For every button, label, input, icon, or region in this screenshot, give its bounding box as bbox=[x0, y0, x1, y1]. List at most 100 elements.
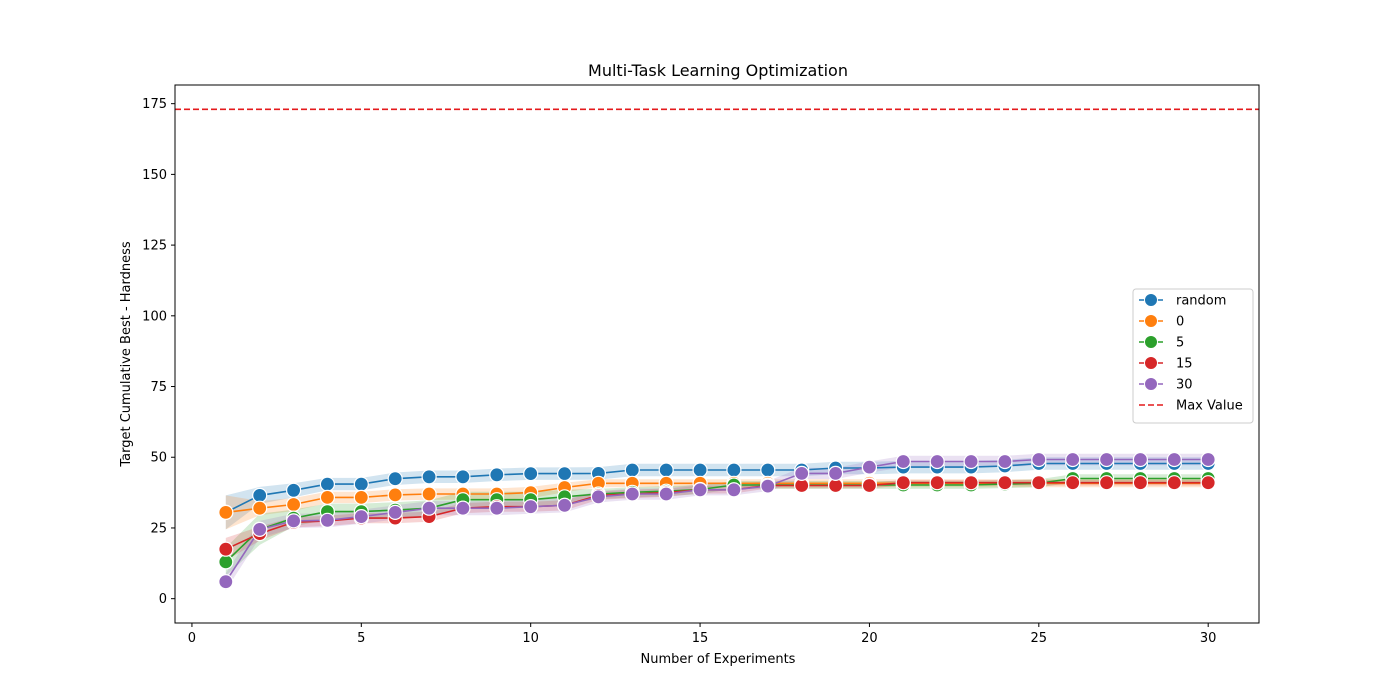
point-series-30 bbox=[421, 500, 437, 516]
point-series-random bbox=[556, 466, 573, 482]
point-series-30 bbox=[963, 453, 979, 470]
point-series-30 bbox=[387, 504, 403, 521]
legend-swatch-marker bbox=[1144, 314, 1158, 328]
point-series-30 bbox=[827, 465, 844, 481]
point-series-random bbox=[319, 476, 335, 492]
point-series-30 bbox=[861, 459, 878, 475]
point-series-30 bbox=[692, 482, 708, 498]
x-tick-label: 15 bbox=[692, 631, 709, 646]
plot-frame bbox=[174, 84, 1260, 624]
x-tick-label: 10 bbox=[522, 631, 539, 646]
y-tick-label: 175 bbox=[142, 97, 167, 112]
point-series-random bbox=[624, 462, 640, 478]
point-series-0 bbox=[252, 500, 268, 516]
point-series-random bbox=[455, 469, 471, 485]
point-series-30 bbox=[590, 489, 607, 505]
point-series-30 bbox=[929, 453, 945, 470]
point-series-30 bbox=[997, 453, 1013, 470]
point-series-random bbox=[658, 462, 674, 478]
legend-swatch-marker bbox=[1144, 377, 1158, 391]
point-series-30 bbox=[353, 508, 369, 525]
point-series-30 bbox=[319, 512, 335, 528]
x-axis-label: Number of Experiments bbox=[641, 652, 796, 667]
point-series-0 bbox=[286, 496, 302, 513]
point-series-15 bbox=[1065, 475, 1081, 491]
point-series-15 bbox=[861, 477, 878, 494]
band-series-random bbox=[225, 457, 1209, 530]
band-series-15 bbox=[225, 479, 1209, 561]
legend-swatch-marker bbox=[1144, 335, 1158, 349]
point-series-random bbox=[286, 482, 302, 498]
point-series-30 bbox=[726, 482, 742, 498]
y-tick-label: 75 bbox=[150, 380, 167, 395]
point-series-15 bbox=[929, 475, 945, 491]
point-series-30 bbox=[1031, 451, 1047, 468]
point-series-random bbox=[421, 469, 437, 485]
legend-swatch-marker bbox=[1144, 356, 1158, 370]
point-series-random bbox=[353, 476, 369, 492]
point-series-15 bbox=[218, 541, 234, 557]
point-series-15 bbox=[997, 475, 1013, 491]
point-series-random bbox=[252, 487, 268, 503]
y-axis-ticks: 0 25 50 75 100 125 150 175 bbox=[142, 97, 175, 607]
point-series-30 bbox=[252, 521, 268, 538]
point-series-30 bbox=[1065, 451, 1081, 468]
y-tick-label: 125 bbox=[142, 239, 167, 254]
point-series-15 bbox=[1098, 475, 1115, 491]
point-series-0 bbox=[353, 489, 369, 505]
x-axis-ticks: 0 5 10 15 20 25 30 bbox=[188, 623, 1217, 646]
point-series-0 bbox=[387, 487, 403, 503]
y-tick-label: 150 bbox=[142, 168, 167, 183]
point-series-30 bbox=[895, 453, 911, 470]
chart-title: Multi-Task Learning Optimization bbox=[588, 61, 848, 80]
band-series-0 bbox=[225, 479, 1209, 530]
point-series-30 bbox=[794, 465, 810, 481]
y-axis-label: Target Cumulative Best - Hardness bbox=[119, 241, 134, 468]
legend-label: random bbox=[1176, 294, 1226, 309]
x-tick-label: 30 bbox=[1200, 631, 1217, 646]
point-series-15 bbox=[895, 475, 911, 491]
x-tick-label: 0 bbox=[188, 631, 196, 646]
y-tick-label: 25 bbox=[150, 521, 167, 536]
point-series-30 bbox=[286, 513, 302, 529]
point-series-30 bbox=[489, 500, 505, 516]
point-series-0 bbox=[319, 489, 335, 505]
point-series-random bbox=[489, 467, 505, 483]
point-series-30 bbox=[556, 497, 573, 513]
point-series-15 bbox=[1200, 475, 1216, 491]
point-series-random bbox=[523, 466, 539, 482]
point-series-30 bbox=[624, 486, 640, 502]
point-series-30 bbox=[1200, 451, 1216, 468]
point-series-5 bbox=[218, 554, 234, 570]
point-series-30 bbox=[760, 478, 776, 494]
point-series-30 bbox=[1132, 451, 1149, 468]
legend-swatch-marker bbox=[1144, 293, 1158, 307]
point-series-30 bbox=[1166, 451, 1182, 468]
point-series-random bbox=[692, 462, 708, 478]
point-series-30 bbox=[1098, 451, 1115, 468]
point-series-30 bbox=[658, 486, 674, 502]
point-series-30 bbox=[523, 499, 539, 515]
point-series-15 bbox=[1166, 475, 1182, 491]
point-series-random bbox=[387, 471, 403, 487]
point-series-15 bbox=[1132, 475, 1149, 491]
x-tick-label: 5 bbox=[357, 631, 365, 646]
legend-label: 30 bbox=[1176, 378, 1193, 393]
point-series-15 bbox=[1031, 475, 1047, 491]
y-tick-label: 50 bbox=[150, 451, 167, 466]
point-series-30 bbox=[218, 574, 234, 590]
point-series-0 bbox=[218, 504, 234, 521]
point-series-15 bbox=[963, 475, 979, 491]
y-tick-label: 100 bbox=[142, 309, 167, 324]
series-markers bbox=[218, 451, 1216, 590]
legend-box bbox=[1132, 288, 1254, 424]
legend-label: 5 bbox=[1176, 336, 1184, 351]
point-series-0 bbox=[421, 486, 437, 502]
y-tick-label: 0 bbox=[159, 592, 167, 607]
legend-label: Max Value bbox=[1176, 399, 1243, 414]
point-series-random bbox=[760, 462, 776, 478]
legend-label: 15 bbox=[1176, 357, 1193, 372]
point-series-random bbox=[726, 462, 742, 478]
x-tick-label: 25 bbox=[1031, 631, 1048, 646]
